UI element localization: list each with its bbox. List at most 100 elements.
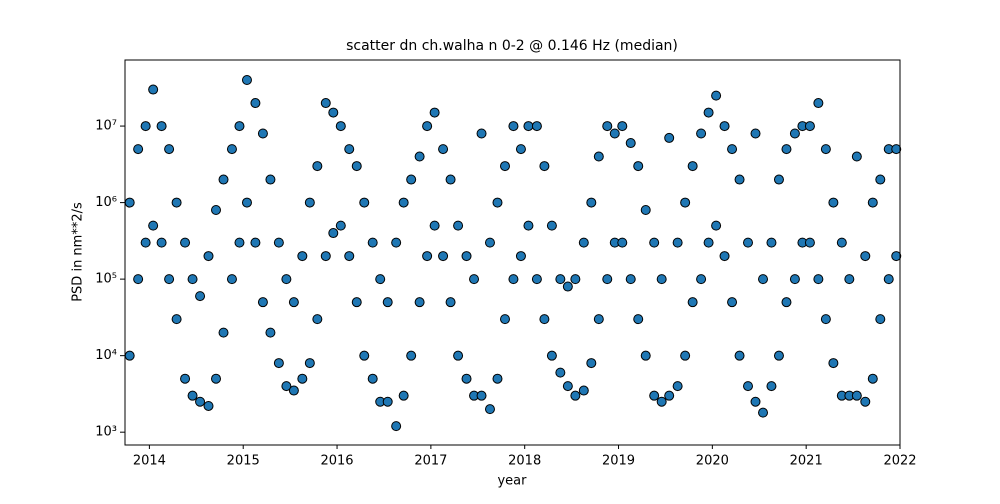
point — [281, 274, 292, 285]
point — [672, 237, 683, 248]
point — [391, 421, 402, 432]
point — [640, 350, 651, 361]
point — [367, 373, 378, 384]
point — [804, 121, 815, 132]
point — [680, 350, 691, 361]
point — [836, 237, 847, 248]
point — [711, 220, 722, 231]
point — [148, 220, 159, 231]
x-tick-label: 2017 — [414, 454, 447, 469]
point — [453, 350, 464, 361]
x-tick-label: 2019 — [602, 454, 635, 469]
point — [508, 274, 519, 285]
point — [484, 404, 495, 415]
point — [703, 107, 714, 118]
point — [820, 314, 831, 325]
x-tick-label: 2018 — [508, 454, 541, 469]
point — [609, 128, 620, 139]
point — [703, 237, 714, 248]
point — [187, 390, 198, 401]
point — [257, 128, 268, 139]
point — [593, 314, 604, 325]
point — [687, 297, 698, 308]
point — [180, 237, 191, 248]
point — [750, 128, 761, 139]
point — [555, 367, 566, 378]
point — [743, 381, 754, 392]
point — [649, 237, 660, 248]
point — [328, 228, 339, 239]
point — [288, 297, 299, 308]
point — [164, 144, 175, 155]
point — [382, 297, 393, 308]
point — [617, 237, 628, 248]
point — [602, 274, 613, 285]
point — [696, 128, 707, 139]
point — [578, 237, 589, 248]
point — [211, 205, 222, 216]
point — [265, 327, 276, 338]
point — [515, 251, 526, 262]
point — [391, 237, 402, 248]
point — [508, 121, 519, 132]
point — [320, 251, 331, 262]
point — [813, 274, 824, 285]
point — [297, 373, 308, 384]
point — [586, 358, 597, 369]
point — [781, 144, 792, 155]
point — [241, 197, 252, 208]
y-axis-label: PSD in nm**2/s — [71, 202, 86, 302]
point — [187, 274, 198, 285]
point — [719, 251, 730, 262]
point — [241, 74, 252, 85]
point — [672, 381, 683, 392]
point — [359, 197, 370, 208]
point — [445, 297, 456, 308]
point — [406, 174, 417, 185]
point — [469, 274, 480, 285]
point — [422, 121, 433, 132]
point — [860, 251, 871, 262]
point — [140, 237, 151, 248]
point — [656, 396, 667, 407]
point — [429, 220, 440, 231]
point — [539, 161, 550, 172]
point — [359, 350, 370, 361]
point — [546, 220, 557, 231]
point — [625, 274, 636, 285]
point — [211, 373, 222, 384]
point — [414, 297, 425, 308]
point — [180, 373, 191, 384]
point — [773, 174, 784, 185]
point — [273, 237, 284, 248]
point — [867, 197, 878, 208]
point — [250, 237, 261, 248]
point — [851, 151, 862, 162]
point — [562, 281, 573, 292]
point — [875, 314, 886, 325]
point — [133, 274, 144, 285]
point — [438, 144, 449, 155]
point — [570, 390, 581, 401]
point — [828, 197, 839, 208]
point — [461, 373, 472, 384]
point — [367, 237, 378, 248]
point — [382, 396, 393, 407]
point — [304, 197, 315, 208]
point — [804, 237, 815, 248]
y-tick-label: 10³ — [95, 425, 117, 440]
x-tick-label: 2020 — [696, 454, 729, 469]
point — [148, 84, 159, 95]
point — [140, 121, 151, 132]
point — [766, 381, 777, 392]
point — [727, 297, 738, 308]
point — [398, 390, 409, 401]
point — [171, 314, 182, 325]
point — [499, 314, 510, 325]
x-tick-label: 2015 — [227, 454, 260, 469]
point — [438, 251, 449, 262]
point — [312, 161, 323, 172]
x-tick-label: 2016 — [320, 454, 353, 469]
